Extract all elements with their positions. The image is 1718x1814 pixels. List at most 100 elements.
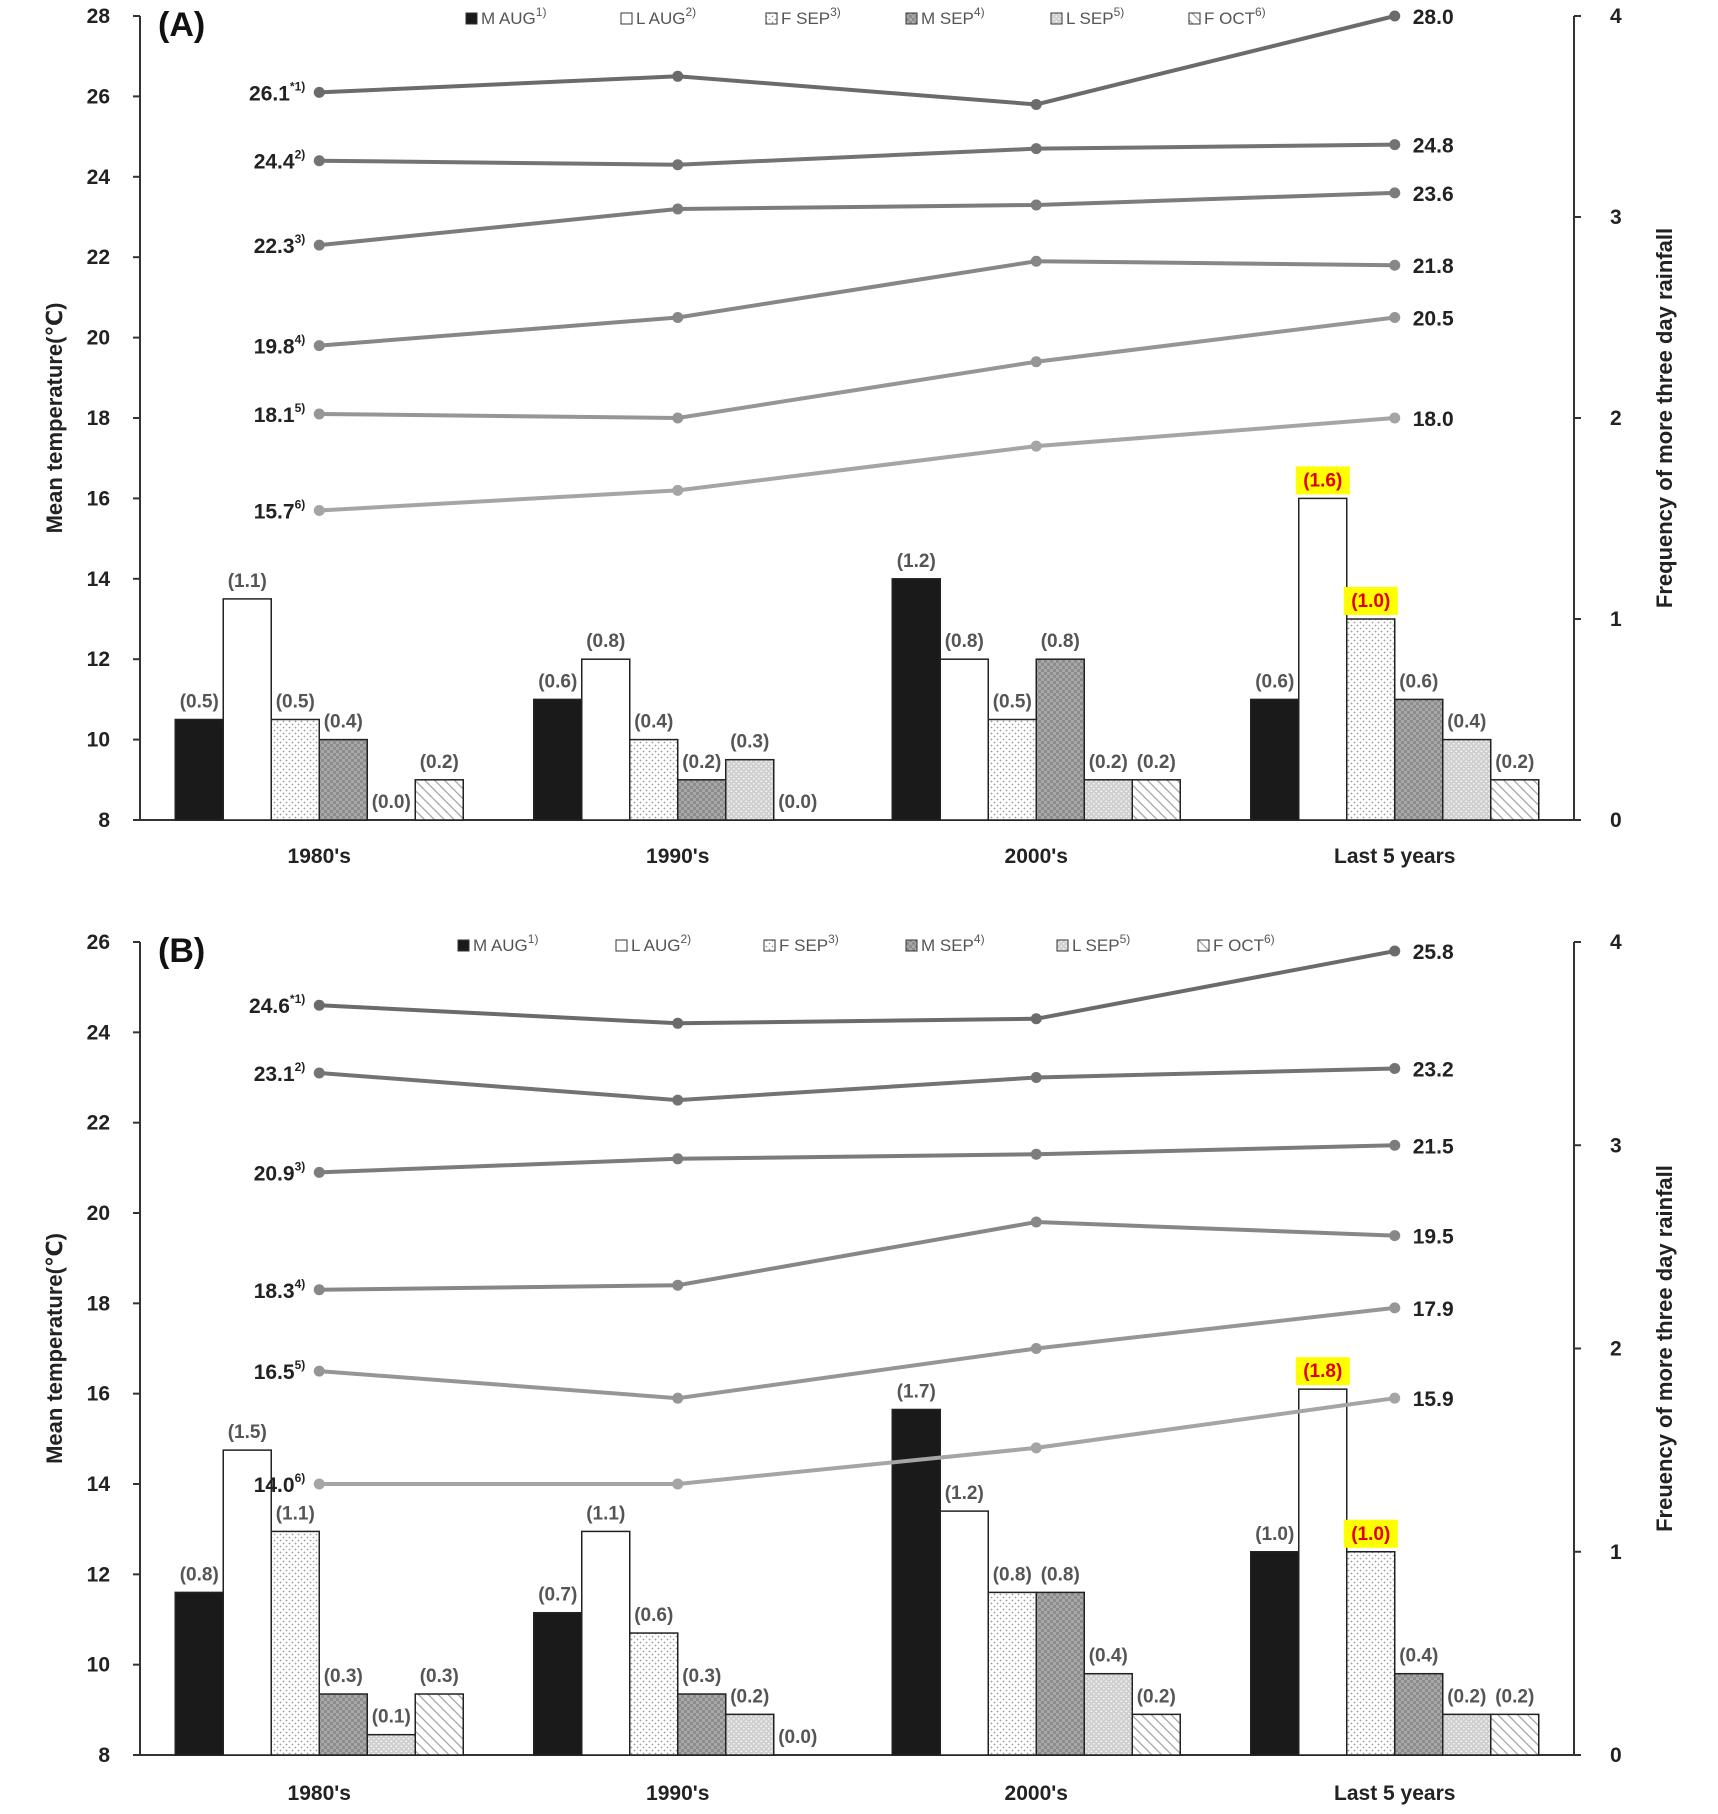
- legend-label-text: F SEP: [779, 936, 828, 955]
- bar-fSep: [629, 1632, 679, 1756]
- line-fOct: [319, 1396, 1396, 1486]
- bar-label-lAug: (0.8): [945, 631, 984, 652]
- legend-swatch-mSep: [905, 939, 918, 952]
- left-tick-label: 24: [87, 1021, 111, 1044]
- bar-fOct: [1490, 1713, 1540, 1756]
- bar-fOct: [1490, 779, 1540, 821]
- legend-label-mAug: M AUG1): [473, 932, 538, 955]
- bar-label-fSep: (1.0): [1351, 591, 1390, 612]
- legend-label-sup: 3): [828, 932, 839, 946]
- line-point-lAug: [1389, 139, 1401, 151]
- bar-fSep: [987, 1591, 1037, 1756]
- legend-label-lSep: L SEP5): [1066, 5, 1124, 28]
- legend-label-sup: 1): [528, 932, 539, 946]
- legend-swatch-mAug: [465, 12, 478, 25]
- bar-label-fOct: (0.0): [778, 1727, 817, 1748]
- line-start-label-lAug: 24.42): [254, 148, 306, 174]
- line-start-sup: 3): [295, 1159, 306, 1173]
- bar-label-lSep: (0.2): [1447, 1686, 1486, 1707]
- bar-mSep: [318, 1693, 368, 1756]
- line-lSep: [319, 315, 1395, 421]
- right-tick-label: 3: [1610, 1134, 1622, 1157]
- bar-fSep: [629, 738, 679, 821]
- bar-label-fOct: (0.0): [778, 792, 817, 813]
- right-axis-title: Freuency of more three day rainfall: [1652, 1165, 1677, 1532]
- line-start-label-fSep: 20.93): [254, 1159, 306, 1185]
- line-end-label-lAug: 24.8: [1413, 135, 1454, 158]
- left-tick-label: 14: [87, 568, 111, 591]
- left-tick-label: 16: [87, 487, 110, 510]
- line-point-fOct: [1030, 440, 1042, 452]
- line-start-value: 15.7: [254, 500, 295, 523]
- line-end-label-mSep: 19.5: [1413, 1226, 1454, 1249]
- bar-fSep: [270, 718, 320, 821]
- legend-label-text: L AUG: [631, 936, 680, 955]
- legend-swatch-fOct: [1188, 12, 1201, 25]
- line-start-sup: 2): [295, 148, 306, 162]
- bar-label-mAug: (0.6): [538, 671, 577, 692]
- legend-label-sup: 6): [1255, 5, 1266, 19]
- left-tick-label: 8: [98, 809, 110, 832]
- line-start-sup: 5): [295, 1358, 306, 1372]
- left-tick-label: 12: [87, 648, 110, 671]
- line-point-fSep: [672, 1153, 684, 1165]
- legend-label-sup: 3): [830, 5, 841, 19]
- line-point-lSep: [313, 1365, 325, 1377]
- legend-label-sup: 5): [1120, 932, 1131, 946]
- bar-label-mAug: (1.7): [897, 1381, 936, 1402]
- bar-mSep: [1394, 698, 1444, 821]
- line-start-label-lSep: 18.15): [254, 401, 306, 427]
- bar-label-lSep: (0.2): [730, 1686, 769, 1707]
- legend-label-text: F OCT: [1213, 936, 1264, 955]
- bar-label-mSep: (0.4): [324, 712, 363, 733]
- bar-label-mAug: (1.2): [897, 551, 936, 572]
- line-lSep: [319, 1305, 1395, 1401]
- legend-label-text: F OCT: [1204, 9, 1255, 28]
- line-point-mAug: [1389, 945, 1401, 957]
- legend-label-fSep: F SEP3): [779, 932, 839, 955]
- bar-lAug: [1298, 497, 1348, 821]
- bar-lSep: [1442, 1713, 1492, 1756]
- bar-label-mSep: (0.8): [1041, 1564, 1080, 1585]
- legend-label-text: L AUG: [636, 9, 685, 28]
- bar-label-fSep: (0.8): [993, 1564, 1032, 1585]
- line-point-lSep: [672, 412, 684, 424]
- line-point-lSep: [672, 1392, 684, 1404]
- line-point-fOct: [672, 1478, 684, 1490]
- left-tick-label: 18: [87, 1292, 111, 1315]
- left-tick-label: 12: [87, 1563, 110, 1586]
- right-tick-label: 0: [1610, 809, 1622, 832]
- line-start-label-fSep: 22.33): [254, 232, 306, 258]
- bar-mSep: [318, 738, 368, 821]
- line-start-value: 18.1: [254, 404, 295, 427]
- line-mAug: [319, 949, 1396, 1026]
- line-fSep: [319, 190, 1395, 248]
- line-point-fOct: [313, 504, 325, 516]
- legend-label-text: M AUG: [473, 936, 528, 955]
- line-end-label-fSep: 21.5: [1413, 1135, 1454, 1158]
- line-start-label-mSep: 19.84): [254, 333, 306, 359]
- bar-label-lAug: (1.1): [228, 571, 267, 592]
- bar-label-lAug: (1.1): [586, 1503, 625, 1524]
- bar-label-mSep: (0.4): [1399, 1646, 1438, 1667]
- bar-fSep: [1346, 618, 1396, 821]
- line-fSep: [319, 1143, 1395, 1175]
- line-point-mAug: [672, 1017, 684, 1029]
- bar-lAug: [939, 658, 989, 821]
- bar-label-fOct: (0.2): [1495, 752, 1534, 773]
- legend-swatch-lSep: [1056, 939, 1069, 952]
- line-point-lAug: [672, 159, 684, 171]
- line-start-sup: 6): [295, 497, 306, 511]
- line-start-value: 18.3: [254, 1280, 295, 1303]
- right-tick-label: 2: [1610, 407, 1622, 430]
- line-start-value: 19.8: [254, 336, 295, 359]
- bar-mSep: [1035, 658, 1085, 821]
- legend-label-sup: 4): [974, 5, 985, 19]
- bar-mSep: [1394, 1672, 1444, 1756]
- legend-label-fOct: F OCT6): [1213, 932, 1275, 955]
- legend-swatch-fOct: [1197, 939, 1210, 952]
- left-axis-title: Mean temperature(℃): [42, 1233, 67, 1464]
- bar-label-mAug: (1.0): [1255, 1524, 1294, 1545]
- line-point-lSep: [1389, 312, 1401, 323]
